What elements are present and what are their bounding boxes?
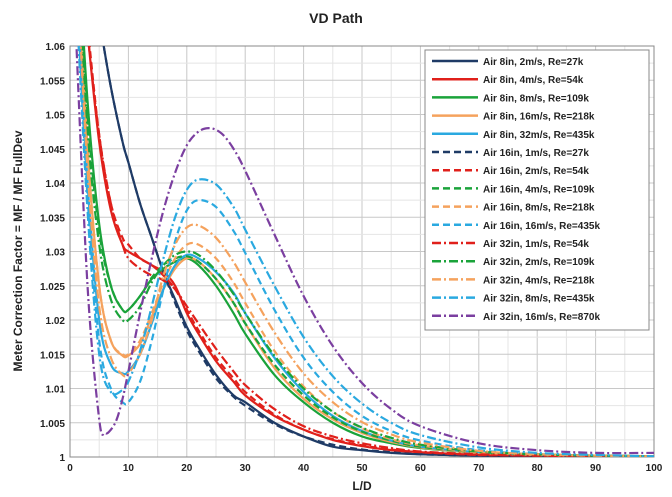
y-tick-label: 1.06: [46, 42, 66, 53]
legend-entry: Air 16in, 2m/s, Re=54k: [483, 166, 589, 177]
series-line: [75, 46, 654, 455]
legend-entry: Air 32in, 1m/s, Re=54k: [483, 239, 589, 250]
x-tick-label: 100: [646, 463, 663, 474]
legend-entry: Air 32in, 4m/s, Re=218k: [483, 275, 595, 286]
y-tick-label: 1: [59, 453, 65, 464]
legend-entry: Air 16in, 4m/s, Re=109k: [483, 184, 595, 195]
y-tick-label: 1.03: [46, 248, 66, 259]
legend-entry: Air 8in, 2m/s, Re=27k: [483, 57, 584, 68]
x-tick-label: 40: [298, 463, 310, 474]
x-tick-label: 10: [123, 463, 135, 474]
series-line: [79, 46, 654, 457]
x-tick-label: 30: [240, 463, 252, 474]
x-tick-label: 70: [473, 463, 485, 474]
y-tick-label: 1.02: [46, 316, 66, 327]
legend-entry: Air 8in, 32m/s, Re=435k: [483, 130, 595, 141]
series-line: [77, 46, 654, 457]
x-tick-label: 80: [532, 463, 544, 474]
y-tick-labels: 1 1.005 1.01 1.015 1.02 1.025 1.03 1.035 1.04 1.0…: [40, 42, 65, 464]
series-line: [82, 46, 654, 457]
x-tick-label: 20: [181, 463, 193, 474]
series-line: [78, 46, 654, 457]
chart-title: VD Path: [309, 10, 363, 26]
x-tick-label: 60: [415, 463, 427, 474]
legend: Air 8in, 2m/s, Re=27k Air 8in, 4m/s, Re=5…: [424, 49, 650, 331]
y-tick-label: 1.05: [46, 111, 66, 122]
y-tick-label: 1.015: [40, 350, 65, 361]
legend-entry: Air 32in, 2m/s, Re=109k: [483, 257, 595, 268]
y-tick-label: 1.025: [40, 282, 65, 293]
x-tick-labels: 0 10 20 30 40 50 60 70 80 90 100: [67, 463, 663, 474]
series-lines: [75, 46, 654, 457]
legend-entry: Air 16in, 1m/s, Re=27k: [483, 148, 589, 159]
legend-entry: Air 8in, 16m/s, Re=218k: [483, 112, 595, 123]
series-line: [80, 46, 654, 457]
y-tick-label: 1.04: [46, 179, 66, 190]
y-tick-label: 1.035: [40, 213, 65, 224]
y-tick-label: 1.005: [40, 419, 65, 430]
series-line: [87, 46, 654, 457]
legend-entry: Air 16in, 16m/s, Re=435k: [483, 221, 600, 232]
series-line: [102, 46, 654, 457]
y-tick-label: 1.055: [40, 76, 65, 87]
y-tick-label: 1.045: [40, 145, 65, 156]
y-axis-label: Meter Correction Factor = MF / MF FullDe…: [11, 130, 25, 371]
legend-entry: Air 8in, 4m/s, Re=54k: [483, 75, 584, 86]
plot-area-border: [69, 45, 655, 458]
series-line: [81, 46, 654, 457]
legend-entry: Air 8in, 8m/s, Re=109k: [483, 93, 589, 104]
x-tick-label: 50: [356, 463, 368, 474]
legend-entry: Air 32in, 16m/s, Re=870k: [483, 312, 600, 323]
legend-entry: Air 16in, 8m/s, Re=218k: [483, 203, 595, 214]
x-axis-label: L/D: [352, 479, 372, 493]
y-tick-label: 1.01: [46, 385, 66, 396]
x-tick-label: 90: [590, 463, 602, 474]
legend-entry: Air 32in, 8m/s, Re=435k: [483, 294, 595, 305]
x-tick-label: 0: [67, 463, 73, 474]
